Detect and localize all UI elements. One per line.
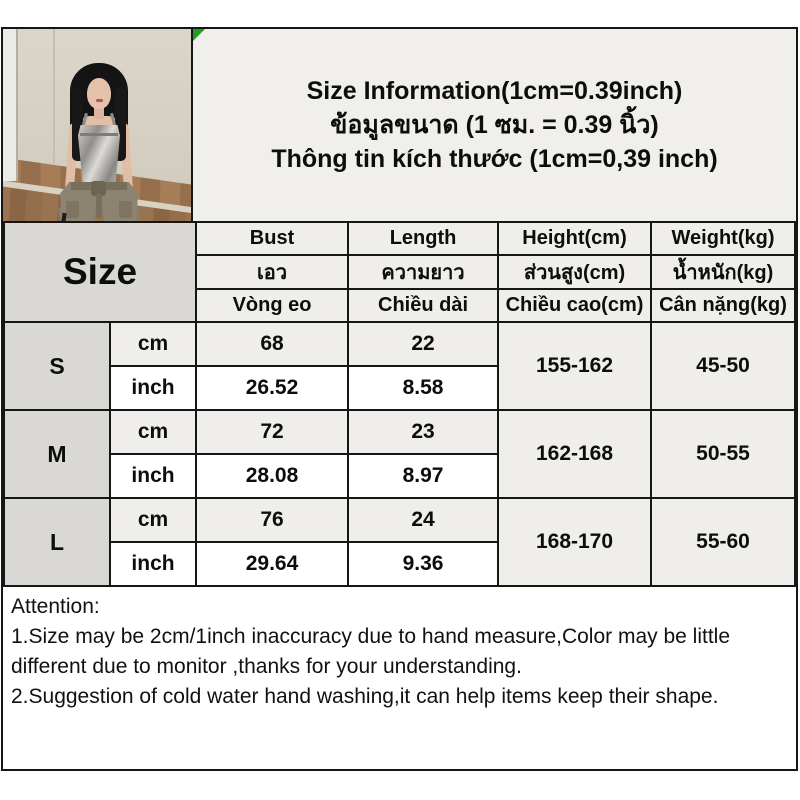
title-panel: Size Information(1cm=0.39inch) ข้อมูลขนา…: [193, 29, 796, 221]
title-vietnamese: Thông tin kích thước (1cm=0,39 inch): [271, 145, 718, 173]
m-bust-inch: 28.08: [195, 453, 350, 499]
col-header-bust-vi: Vòng eo: [195, 288, 350, 323]
size-table: Size Bust Length Height(cm) Weight(kg) เ…: [2, 221, 796, 587]
unit-inch: inch: [108, 365, 198, 411]
m-height-range: 162-168: [497, 409, 653, 499]
row-s-inch: inch 26.52 8.58: [4, 365, 795, 411]
l-length-inch: 9.36: [347, 541, 500, 587]
row-m-cm: M cm 72 23 162-168 50-55: [3, 409, 796, 499]
size-label-l: L: [3, 497, 111, 587]
product-photo: [3, 29, 193, 221]
title-thai: ข้อมูลขนาด (1 ซม. = 0.39 นิ้ว): [330, 111, 659, 139]
top-chest-strap: [80, 133, 118, 136]
model-hair-strand-left: [72, 87, 83, 161]
col-header-weight-en: Weight(kg): [650, 221, 796, 256]
col-header-weight-th: น้ำหนัก(kg): [650, 254, 796, 290]
col-header-bust-en: Bust: [195, 221, 350, 256]
row-l-inch: inch 29.64 9.36: [4, 541, 795, 587]
m-length-inch: 8.97: [347, 453, 500, 499]
l-bust-inch: 29.64: [195, 541, 350, 587]
top-section: Size Information(1cm=0.39inch) ข้อมูลขนา…: [3, 29, 796, 221]
m-bust-cm: 72: [195, 409, 350, 455]
l-weight-range: 55-60: [650, 497, 796, 587]
unit-inch: inch: [108, 541, 198, 587]
s-length-cm: 22: [347, 321, 500, 367]
unit-cm: cm: [108, 497, 198, 543]
m-length-cm: 23: [347, 409, 500, 455]
col-header-length-en: Length: [347, 221, 500, 256]
silver-halter-top: [78, 125, 120, 191]
col-header-length-vi: Chiều dài: [347, 288, 500, 323]
green-corner-icon: [193, 29, 205, 41]
row-l-cm: L cm 76 24 168-170 55-60: [3, 497, 796, 587]
l-height-range: 168-170: [497, 497, 653, 587]
cargo-pocket-right: [119, 201, 132, 218]
model-lips: [96, 99, 103, 102]
m-weight-range: 50-55: [650, 409, 796, 499]
unit-inch: inch: [108, 453, 198, 499]
unit-cm: cm: [108, 409, 198, 455]
header-row-th: เอว ความยาว ส่วนสูง(cm) น้ำหนัก(kg): [4, 254, 796, 290]
col-header-height-en: Height(cm): [497, 221, 653, 256]
unit-cm: cm: [108, 321, 198, 367]
row-m-inch: inch 28.08 8.97: [4, 453, 795, 499]
attention-note-2: 2.Suggestion of cold water hand washing,…: [11, 685, 719, 708]
model-neck: [94, 106, 104, 119]
s-bust-cm: 68: [195, 321, 350, 367]
attention-note-1: 1.Size may be 2cm/1inch inaccuracy due t…: [11, 625, 731, 678]
col-header-weight-vi: Cân nặng(kg): [650, 288, 796, 323]
photo-wall-corner: [53, 29, 55, 163]
s-height-range: 155-162: [497, 321, 653, 411]
s-weight-range: 45-50: [650, 321, 796, 411]
cargo-pocket-left: [66, 201, 79, 218]
col-header-height-th: ส่วนสูง(cm): [497, 254, 653, 290]
size-label-m: M: [3, 409, 111, 499]
header-row-en: Size Bust Length Height(cm) Weight(kg): [2, 221, 796, 323]
s-length-inch: 8.58: [347, 365, 500, 411]
title-english: Size Information(1cm=0.39inch): [306, 77, 683, 105]
pants-belt-knot: [91, 181, 106, 196]
col-header-bust-th: เอว: [195, 254, 350, 290]
l-bust-cm: 76: [195, 497, 350, 543]
model-hair-strand-right: [115, 87, 126, 161]
content-box: Size Information(1cm=0.39inch) ข้อมูลขนา…: [1, 27, 798, 771]
col-header-length-th: ความยาว: [347, 254, 500, 290]
l-length-cm: 24: [347, 497, 500, 543]
attention-section: Attention: 1.Size may be 2cm/1inch inacc…: [3, 587, 796, 769]
pants-belt-tie: [96, 194, 102, 218]
model-face: [87, 78, 111, 109]
header-row-vi: Vòng eo Chiều dài Chiều cao(cm) Cân nặng…: [4, 288, 796, 323]
size-label-s: S: [3, 321, 111, 411]
photo-door: [3, 29, 18, 181]
s-bust-inch: 26.52: [195, 365, 350, 411]
size-corner-cell: Size: [2, 221, 198, 323]
col-header-height-vi: Chiều cao(cm): [497, 288, 653, 323]
row-s-cm: S cm 68 22 155-162 45-50: [3, 321, 796, 411]
attention-heading: Attention:: [11, 595, 100, 618]
